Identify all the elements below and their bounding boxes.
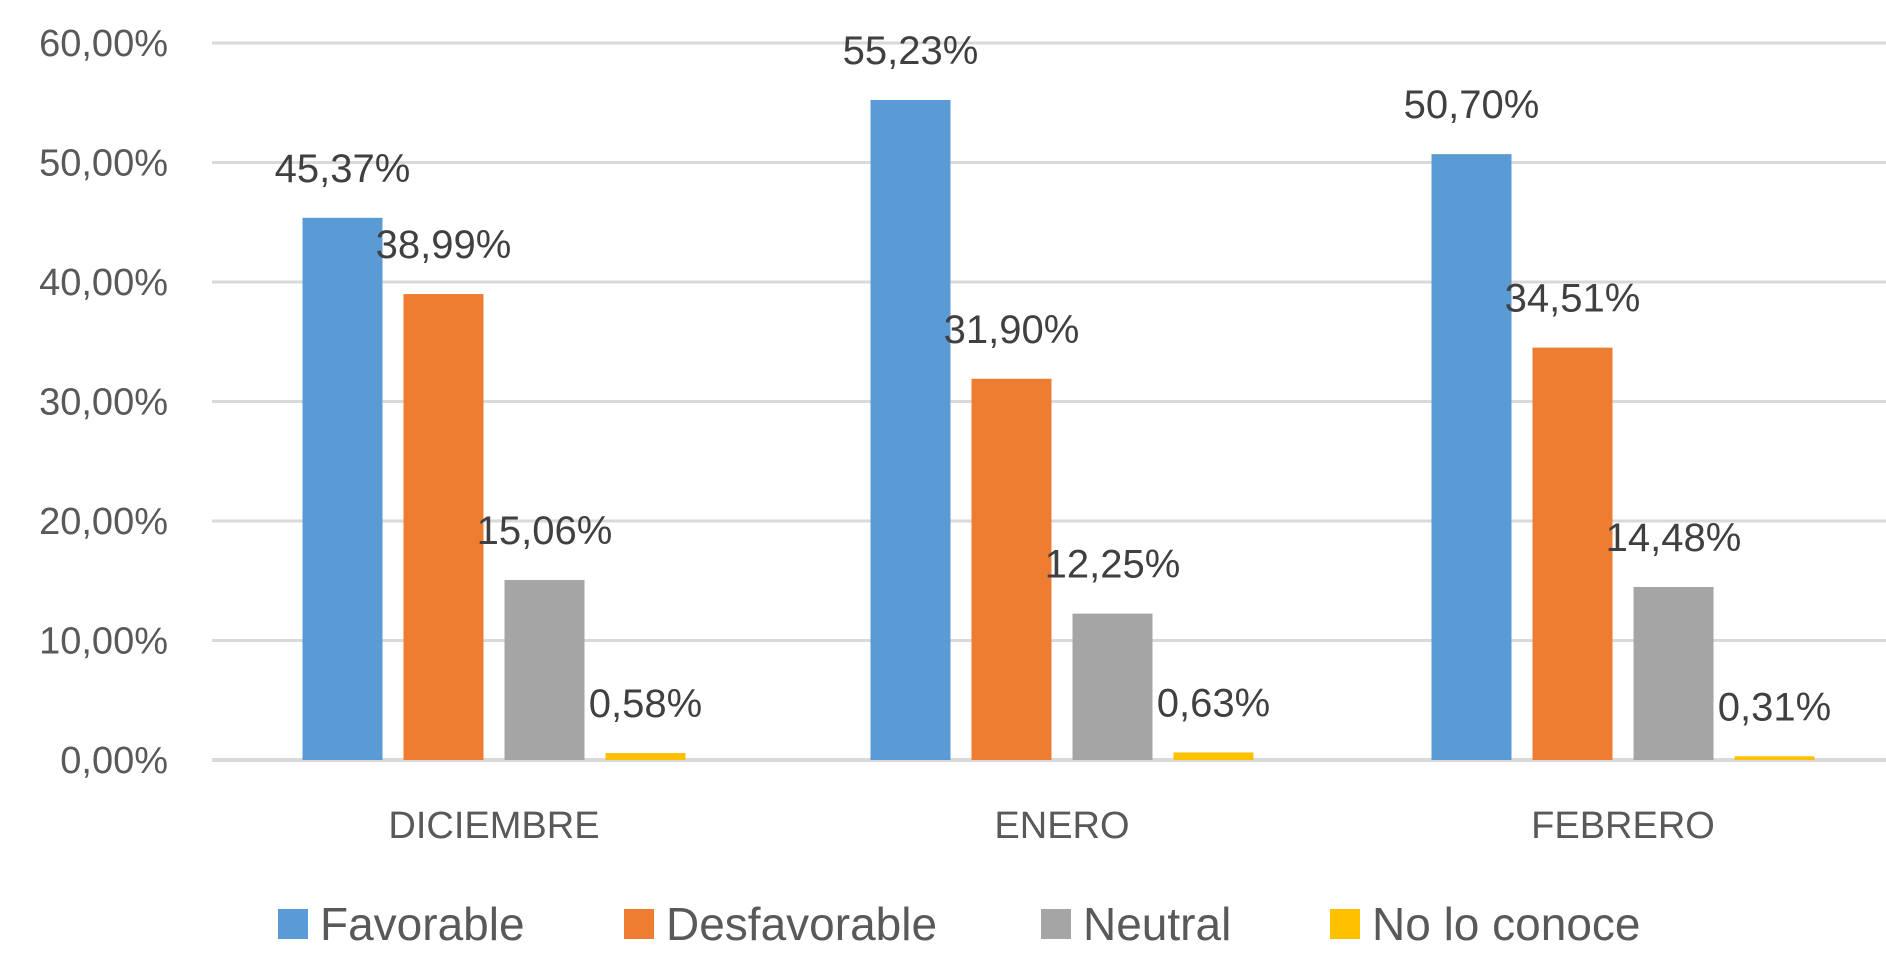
category-labels: DICIEMBRE ENERO FEBRERO [388,805,1714,847]
bar-neutral-enero [1072,613,1153,760]
bar-favorable-diciembre [302,217,383,761]
bar-desfavorable-enero [971,378,1052,760]
data-label: 50,70% [1404,83,1540,127]
y-tick-label: 60,00% [39,23,168,65]
data-label: 0,63% [1157,681,1270,725]
y-tick-label: 0,00% [60,740,168,782]
bar-favorable-febrero [1431,154,1512,760]
bar-no-lo-conoce-febrero [1734,756,1815,760]
data-label: 34,51% [1505,277,1641,321]
bars [302,100,1815,761]
category-label: DICIEMBRE [388,805,599,847]
legend-swatch [278,909,308,939]
legend: Favorable Desfavorable Neutral No lo conoce [278,898,1641,950]
bar-neutral-diciembre [504,580,585,760]
data-label: 55,23% [843,29,979,73]
data-label: 38,99% [376,223,512,267]
legend-label: No lo conoce [1372,898,1641,950]
bar-neutral-febrero [1633,586,1714,760]
data-labels: 45,37% 38,99% 15,06% 0,58% 55,23% 31,90% 12,25… [275,29,1832,729]
legend-swatch [1041,909,1071,939]
data-label: 0,31% [1718,685,1831,729]
legend-label: Neutral [1083,898,1231,950]
y-tick-label: 30,00% [39,382,168,424]
y-tick-label: 20,00% [39,501,168,543]
bar-no-lo-conoce-diciembre [605,753,686,760]
bar-favorable-enero [870,100,951,760]
data-label: 31,90% [944,308,1080,352]
category-label: FEBRERO [1531,805,1715,847]
category-label: ENERO [994,805,1129,847]
data-label: 0,58% [589,682,702,726]
data-label: 15,06% [477,509,613,553]
bar-desfavorable-febrero [1532,347,1613,760]
y-tick-label: 50,00% [39,143,168,185]
bar-no-lo-conoce-enero [1173,752,1254,760]
legend-label: Desfavorable [666,898,937,950]
y-tick-label: 40,00% [39,262,168,304]
bar-desfavorable-diciembre [403,294,484,760]
data-label: 45,37% [275,147,411,191]
legend-swatch [624,909,654,939]
data-label: 14,48% [1606,516,1742,560]
legend-swatch [1330,909,1360,939]
y-tick-label: 10,00% [39,621,168,663]
legend-label: Favorable [320,898,525,950]
data-label: 12,25% [1045,543,1181,587]
y-axis-tick-labels: 0,00% 10,00% 20,00% 30,00% 40,00% 50,00% 60,00… [39,23,168,782]
